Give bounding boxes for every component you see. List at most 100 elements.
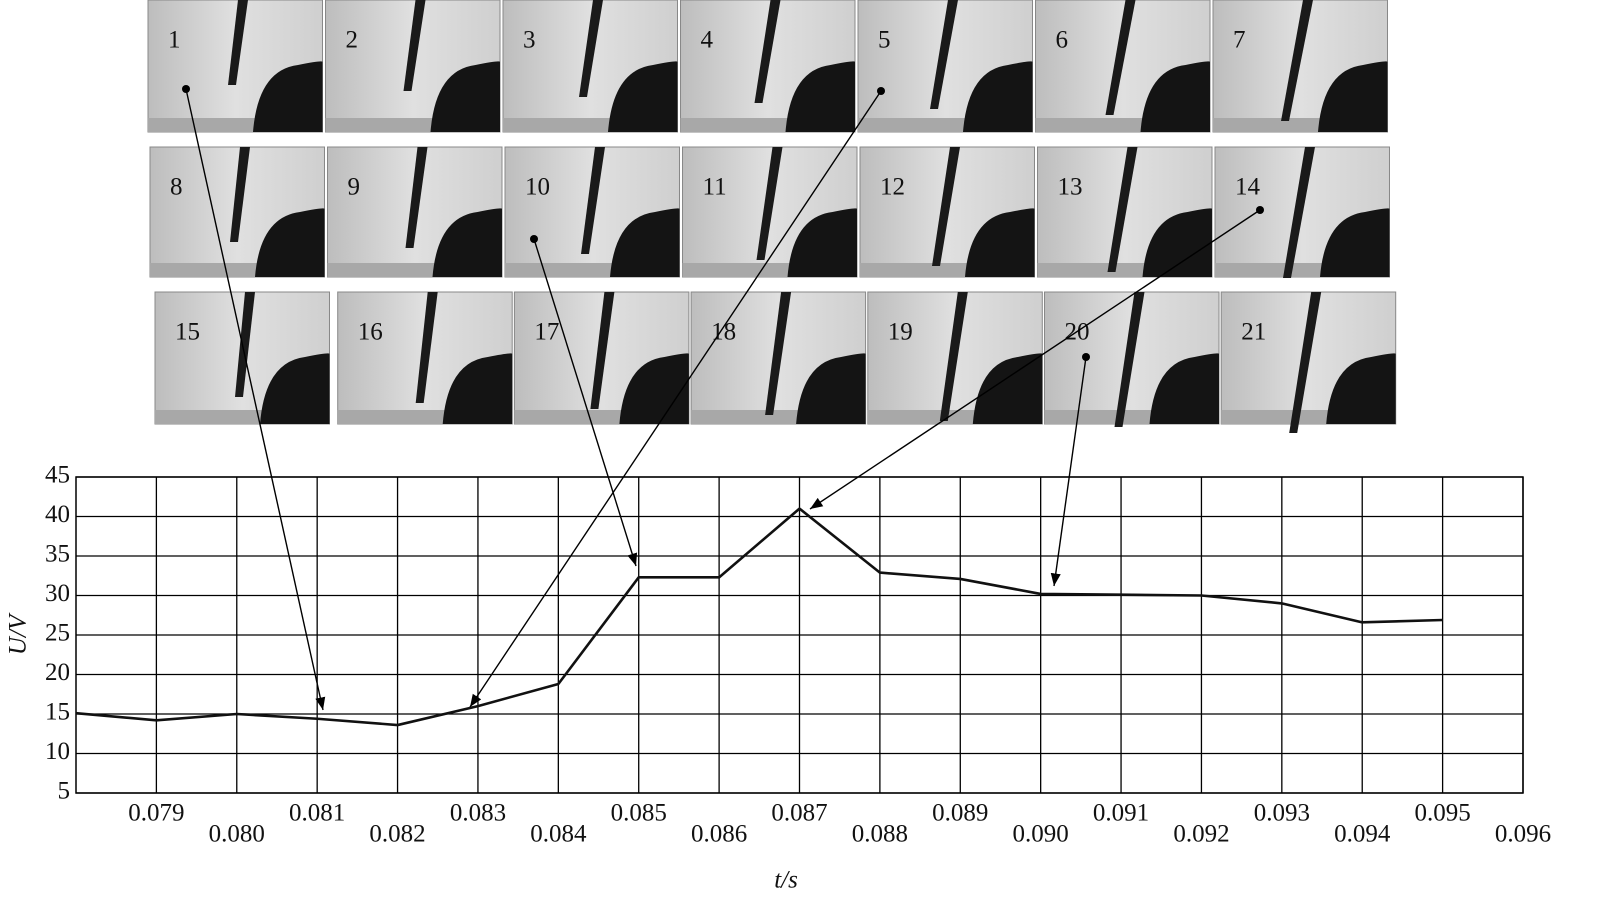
x-tick-label: 0.093 (1254, 800, 1310, 827)
y-axis-label: U/V (5, 612, 32, 655)
y-tick-label: 30 (45, 580, 70, 607)
arrow (1050, 356, 1087, 587)
frame-number: 13 (1058, 174, 1083, 201)
frame: 16 (337, 291, 513, 425)
dot (877, 87, 885, 95)
frame: 8 (149, 146, 325, 278)
frame: 21 (1220, 291, 1397, 433)
weld-pool (787, 208, 858, 277)
weld-pool (1326, 353, 1396, 424)
dot (530, 235, 538, 243)
frame: 13 (1037, 146, 1213, 278)
frame: 2 (325, 0, 501, 133)
x-tick-label: 0.079 (128, 800, 184, 827)
frame-number: 10 (525, 174, 550, 201)
x-tick-label: 0.086 (691, 821, 747, 848)
y-tick-label: 35 (45, 541, 70, 568)
electrode (932, 147, 960, 266)
frame: 10 (504, 146, 680, 278)
frame: 7 (1212, 0, 1388, 133)
weld-pool (1142, 208, 1213, 277)
y-tick-label: 20 (45, 659, 70, 686)
x-tick-label: 0.095 (1414, 800, 1470, 827)
frame: 20 (1044, 291, 1220, 427)
frame-number: 5 (878, 27, 891, 54)
frame-number: 16 (358, 319, 383, 346)
y-tick-label: 45 (45, 462, 70, 489)
weld-pool (608, 61, 678, 132)
frame: 4 (680, 0, 856, 133)
dot (182, 85, 190, 93)
frame: 19 (867, 291, 1043, 425)
arrows (185, 88, 1261, 711)
electrode (579, 0, 603, 97)
x-tick-label: 0.089 (932, 800, 988, 827)
weld-pool (253, 61, 323, 132)
dot (1256, 206, 1264, 214)
x-tick-label: 0.090 (1013, 821, 1069, 848)
frame-number: 9 (348, 174, 361, 201)
electrode (754, 0, 781, 103)
weld-pool (1318, 61, 1388, 132)
weld-pool (796, 353, 866, 424)
voltage-line (75, 507, 1443, 727)
weld-pool (965, 208, 1035, 277)
electrode (590, 292, 615, 409)
x-tick-label: 0.080 (209, 821, 265, 848)
frame: 9 (327, 146, 503, 278)
frame-number: 14 (1235, 174, 1261, 201)
weld-pool (432, 208, 503, 277)
electrode (765, 292, 792, 415)
arrow (185, 88, 326, 711)
x-tick-label: 0.088 (852, 821, 908, 848)
weld-pool (610, 208, 680, 277)
electrode (1107, 147, 1138, 272)
electrode (1283, 147, 1315, 278)
weld-pool (1320, 208, 1390, 277)
weld-pool (963, 61, 1033, 132)
electrode (228, 0, 248, 85)
frame: 5 (857, 0, 1033, 133)
weld-pool (430, 61, 501, 132)
weld-pool (255, 208, 325, 277)
x-tick-label: 0.091 (1093, 800, 1149, 827)
frame-number: 21 (1241, 319, 1266, 346)
weld-pool (260, 353, 330, 424)
dot (1082, 353, 1090, 361)
frame-number: 11 (703, 174, 727, 201)
weld-pool (442, 353, 513, 424)
electrode (403, 0, 426, 91)
weld-pool (972, 353, 1043, 424)
electrode (405, 147, 428, 248)
weld-pool (619, 353, 689, 424)
electrode (756, 147, 783, 260)
electrode (230, 147, 250, 242)
frame: 14 (1214, 146, 1390, 278)
frame-number: 6 (1056, 27, 1069, 54)
electrode (235, 292, 255, 397)
x-tick-label: 0.084 (530, 821, 587, 848)
x-tick-label: 0.087 (771, 800, 827, 827)
frame-number: 19 (888, 319, 913, 346)
y-tick-label: 15 (45, 699, 70, 726)
x-tick-label: 0.094 (1334, 821, 1391, 848)
electrode (939, 292, 968, 421)
frame: 3 (502, 0, 678, 133)
electrode (1289, 292, 1322, 433)
frame-number: 3 (523, 27, 536, 54)
frame-number: 7 (1233, 27, 1246, 54)
frame-number: 2 (346, 27, 359, 54)
plot: 5 10 15 20 25 30 35 40 45 0.079 0.080 0.081 0.082 0.0… (45, 462, 1551, 848)
x-tick-label: 0.082 (369, 821, 425, 848)
frame: 6 (1035, 0, 1211, 133)
arrow-dots (182, 85, 1264, 361)
frame-number: 15 (175, 319, 200, 346)
weld-pool (1149, 353, 1220, 424)
y-tick-label: 25 (45, 620, 70, 647)
frame-number: 17 (534, 319, 559, 346)
frame-number: 8 (170, 174, 183, 201)
frame: 17 (513, 291, 690, 425)
frame-number: 12 (880, 174, 905, 201)
